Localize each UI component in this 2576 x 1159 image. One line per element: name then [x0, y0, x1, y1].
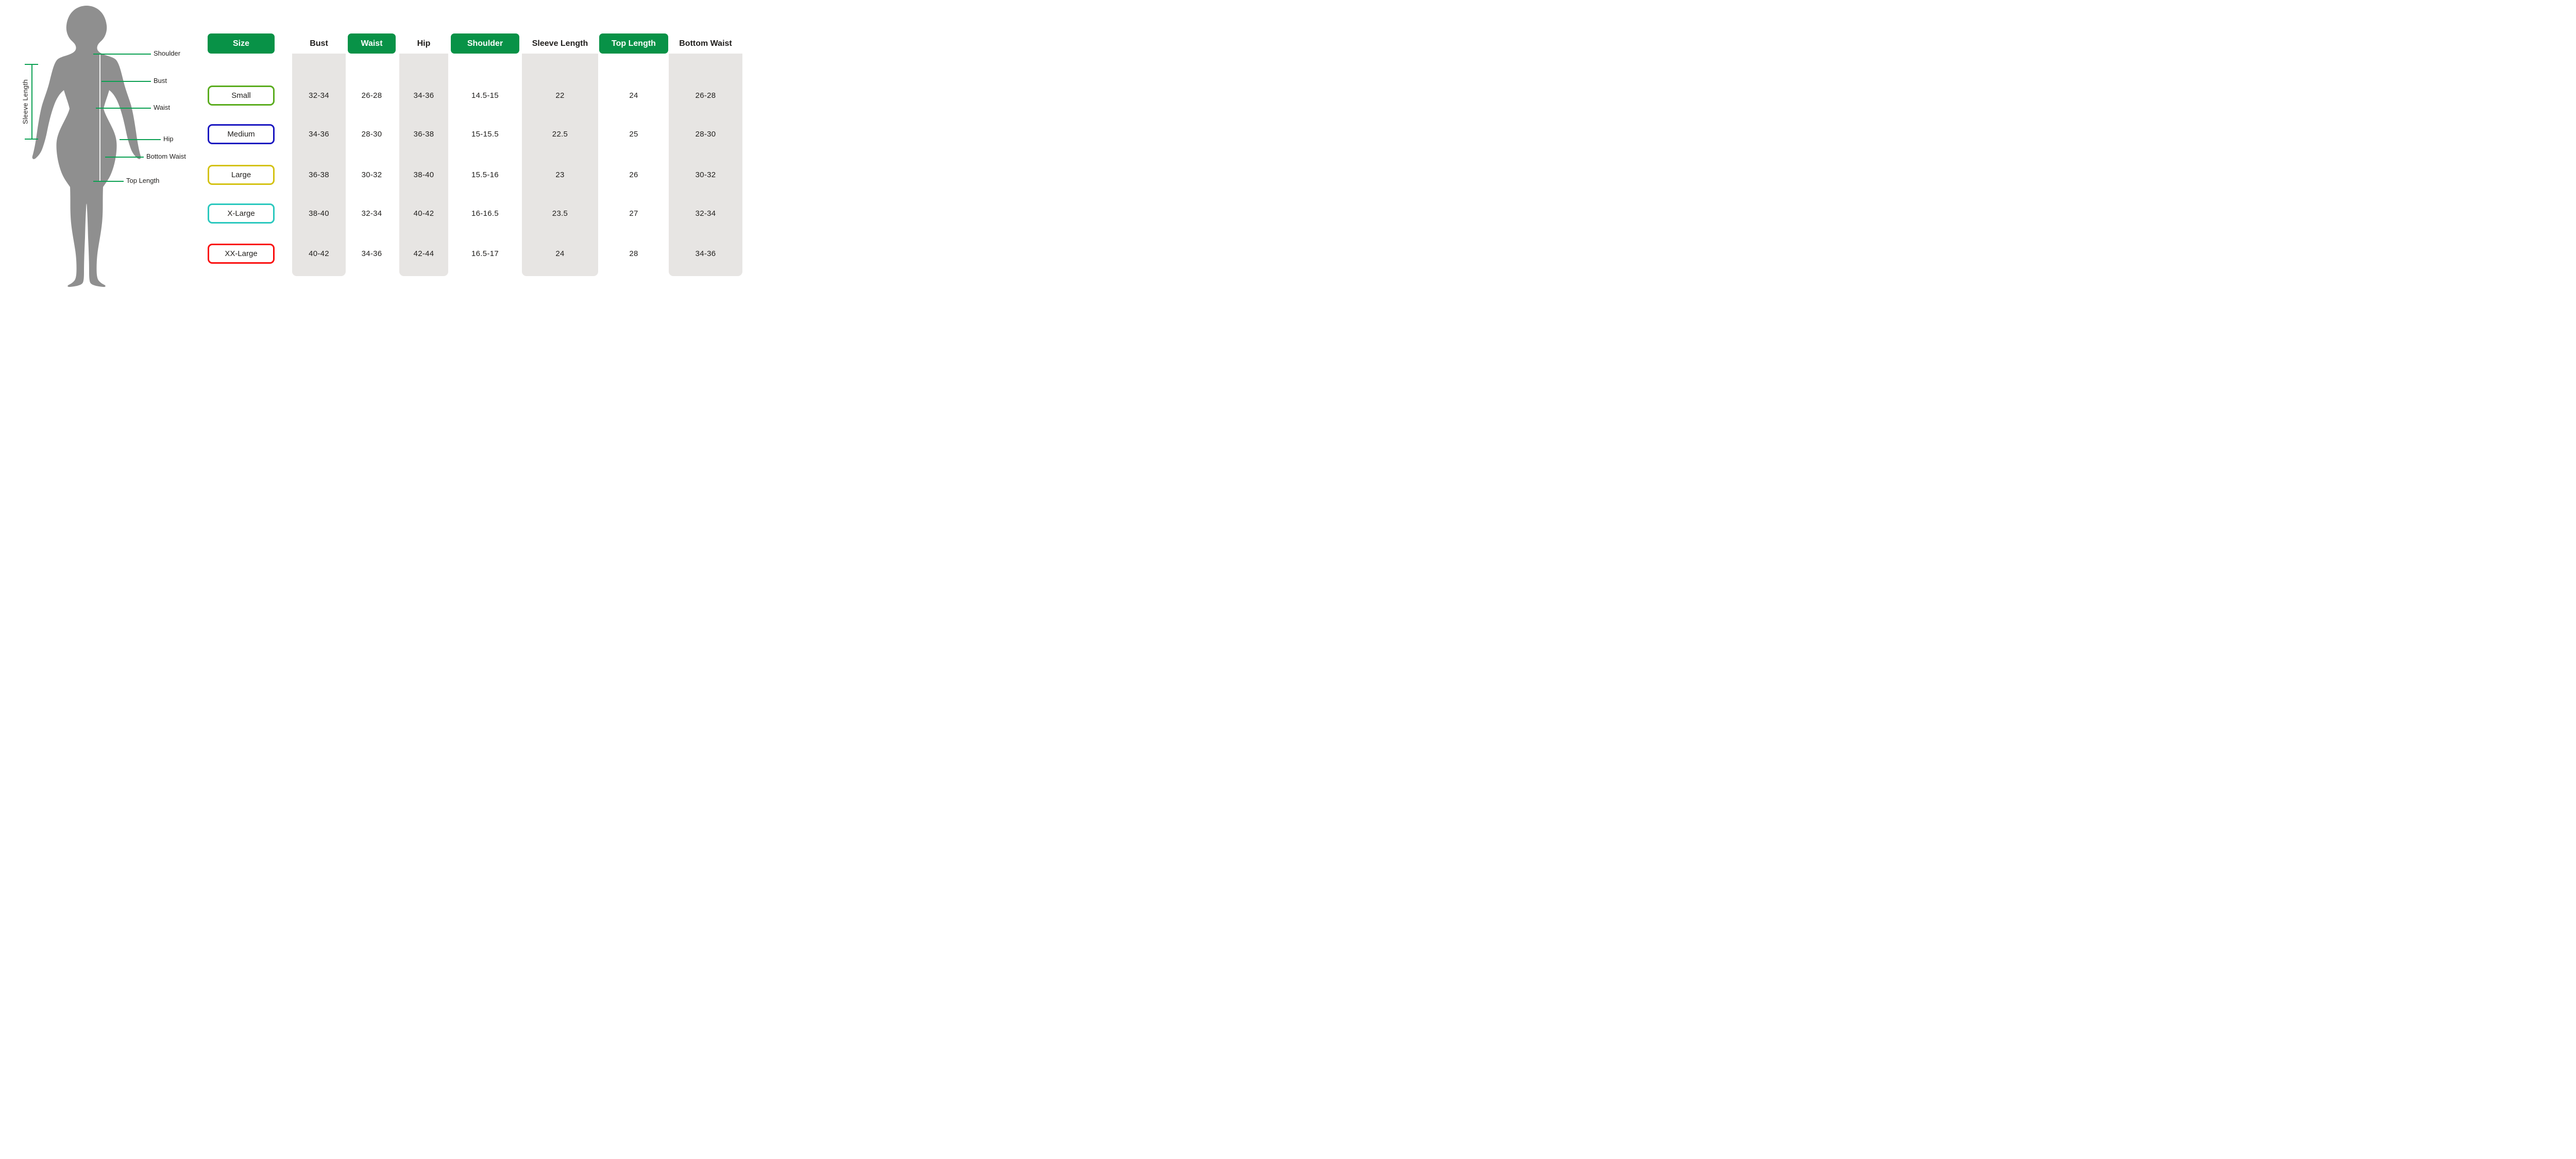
size-box-small: Small	[208, 86, 275, 106]
table-cell: 16.5-17	[471, 249, 499, 258]
column-shoulder: Shoulder 14.5-15 15-15.5 15.5-16 16-16.5…	[451, 0, 519, 290]
table-cell: 16-16.5	[471, 209, 499, 218]
column-header-shoulder: Shoulder	[451, 33, 519, 54]
table-cell: 38-40	[413, 171, 434, 179]
table-cell: 34-36	[695, 249, 716, 258]
table-cell: 22.5	[552, 130, 568, 139]
hip-pointer-line	[120, 139, 161, 140]
column-stripe	[669, 54, 742, 276]
size-chart-infographic: Sleeve Length Shoulder Bust Waist Hip Bo…	[0, 0, 764, 290]
bottom-waist-label: Bottom Waist	[146, 152, 186, 160]
table-cell: 28-30	[695, 130, 716, 139]
table-cell: 28-30	[361, 130, 382, 139]
table-cell: 30-32	[695, 171, 716, 179]
bust-label: Bust	[154, 77, 167, 84]
table-cell: 25	[629, 130, 638, 139]
column-stripe	[522, 54, 598, 276]
table-cell: 26-28	[695, 91, 716, 100]
table-cell: 32-34	[695, 209, 716, 218]
column-size: Size Small Medium Large X-Large XX-Large	[208, 0, 275, 290]
column-bust: Bust 32-34 34-36 36-38 38-40 40-42	[292, 0, 346, 290]
column-stripe	[292, 54, 346, 276]
table-cell: 14.5-15	[471, 91, 499, 100]
column-hip: Hip 34-36 36-38 38-40 40-42 42-44	[399, 0, 448, 290]
table-cell: 24	[555, 249, 565, 258]
sleeve-length-bracket-line	[31, 64, 32, 140]
table-cell: 36-38	[309, 171, 329, 179]
table-cell: 40-42	[309, 249, 329, 258]
column-stripe	[399, 54, 448, 276]
waist-pointer-line	[96, 108, 151, 109]
table-cell: 34-36	[361, 249, 382, 258]
table-cell: 22	[555, 91, 565, 100]
silhouette-shape	[32, 6, 141, 287]
bottom-waist-pointer-line	[105, 157, 144, 158]
table-cell: 23	[555, 171, 565, 179]
female-body-silhouette	[32, 6, 141, 287]
sleeve-length-bracket-top-cap	[25, 64, 38, 65]
column-sleeve-length: Sleeve Length 22 22.5 23 23.5 24	[522, 0, 598, 290]
shoulder-label: Shoulder	[154, 49, 181, 57]
top-length-label: Top Length	[126, 177, 160, 184]
table-cell: 30-32	[361, 171, 382, 179]
column-header-bottom-waist: Bottom Waist	[669, 33, 742, 54]
table-cell: 26-28	[361, 91, 382, 100]
size-box-xxlarge: XX-Large	[208, 244, 275, 264]
column-bottom-waist: Bottom Waist 26-28 28-30 30-32 32-34 34-…	[669, 0, 742, 290]
table-cell: 15-15.5	[471, 130, 499, 139]
column-header-sleeve-length: Sleeve Length	[522, 33, 598, 54]
sleeve-length-label: Sleeve Length	[21, 79, 29, 125]
table-cell: 27	[629, 209, 638, 218]
table-cell: 23.5	[552, 209, 568, 218]
column-header-size: Size	[208, 33, 275, 54]
size-box-large: Large	[208, 165, 275, 185]
body-measurement-diagram: Sleeve Length Shoulder Bust Waist Hip Bo…	[0, 0, 206, 290]
column-top-length: Top Length 24 25 26 27 28	[599, 0, 668, 290]
table-cell: 34-36	[413, 91, 434, 100]
size-box-xlarge: X-Large	[208, 203, 275, 224]
table-cell: 24	[629, 91, 638, 100]
waist-label: Waist	[154, 104, 171, 111]
size-box-medium: Medium	[208, 124, 275, 144]
table-cell: 28	[629, 249, 638, 258]
sleeve-length-bracket-bottom-cap	[25, 139, 38, 140]
table-cell: 15.5-16	[471, 171, 499, 179]
column-header-top-length: Top Length	[599, 33, 668, 54]
table-cell: 32-34	[361, 209, 382, 218]
table-cell: 42-44	[413, 249, 434, 258]
table-cell: 40-42	[413, 209, 434, 218]
shoulder-pointer-line	[93, 54, 151, 55]
column-header-bust: Bust	[292, 33, 346, 54]
table-cell: 36-38	[413, 130, 434, 139]
column-waist: Waist 26-28 28-30 30-32 32-34 34-36	[348, 0, 396, 290]
column-header-waist: Waist	[348, 33, 396, 54]
bust-pointer-line	[101, 81, 151, 82]
table-cell: 34-36	[309, 130, 329, 139]
table-cell: 32-34	[309, 91, 329, 100]
hip-label: Hip	[163, 135, 174, 143]
table-cell: 26	[629, 171, 638, 179]
column-header-hip: Hip	[399, 33, 448, 54]
top-length-pointer-line	[93, 181, 124, 182]
table-cell: 38-40	[309, 209, 329, 218]
